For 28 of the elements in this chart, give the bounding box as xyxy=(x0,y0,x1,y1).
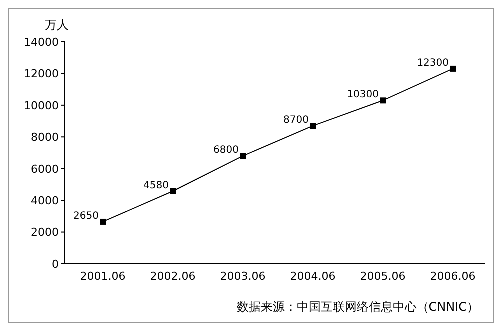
x-tick-label: 2004.06 xyxy=(290,270,336,283)
point xyxy=(100,218,106,225)
y-tick-label: 8000 xyxy=(31,131,59,144)
point xyxy=(170,188,176,194)
data-label: 6800 xyxy=(214,145,239,156)
data-label: 4580 xyxy=(144,180,169,192)
y-tick-label: 10000 xyxy=(24,99,59,112)
data-label: 12300 xyxy=(417,58,449,69)
point xyxy=(450,66,456,72)
data-label: 2650 xyxy=(74,210,99,222)
source-note: 数据来源：中国互联网络信息中心（CNNIC） xyxy=(236,299,479,316)
x-tick-label: 2005.06 xyxy=(360,270,406,283)
point xyxy=(380,98,386,104)
y-tick-label: 2000 xyxy=(31,226,59,240)
x-tick-label: 2006.06 xyxy=(430,270,476,283)
y-tick-label: 4000 xyxy=(31,194,59,208)
y-axis-title: 万人 xyxy=(45,17,69,34)
x-tick-label: 2002.06 xyxy=(150,270,196,283)
point xyxy=(310,123,316,130)
data-label: 10300 xyxy=(347,90,379,101)
y-tick-label: 12000 xyxy=(24,68,59,81)
data-label: 8700 xyxy=(284,115,309,126)
x-tick-label: 2001.06 xyxy=(80,270,126,283)
y-tick-label: 14000 xyxy=(24,36,59,49)
y-tick-label: 0 xyxy=(52,258,59,271)
y-tick-label: 6000 xyxy=(31,162,59,176)
x-tick-label: 2003.06 xyxy=(220,270,266,283)
point xyxy=(240,153,246,160)
